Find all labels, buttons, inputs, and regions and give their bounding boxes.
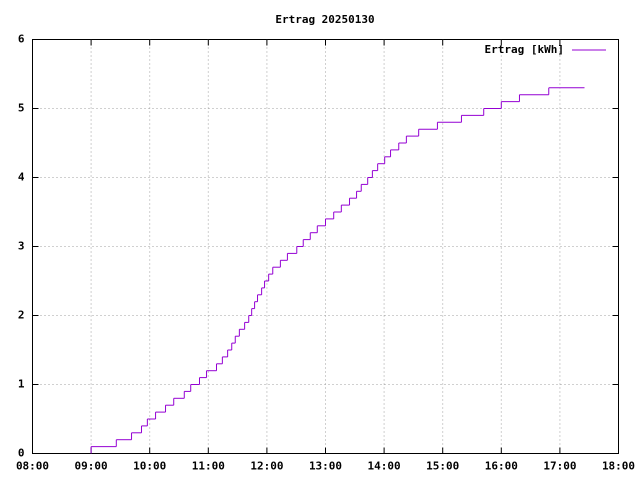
x-tick-label: 09:00 <box>75 460 108 473</box>
y-tick-label: 4 <box>18 171 25 184</box>
legend-label: Ertrag [kWh] <box>485 43 564 56</box>
y-tick-label: 3 <box>18 240 25 253</box>
y-tick-label: 2 <box>18 309 25 322</box>
x-tick-label: 17:00 <box>543 460 576 473</box>
x-tick-label: 12:00 <box>250 460 283 473</box>
y-tick-label: 0 <box>18 447 25 460</box>
chart-title: Ertrag 20250130 <box>275 13 374 26</box>
x-tick-label: 10:00 <box>133 460 166 473</box>
y-tick-label: 1 <box>18 378 25 391</box>
y-tick-label: 5 <box>18 102 25 115</box>
x-tick-label: 13:00 <box>309 460 342 473</box>
y-tick-label: 6 <box>18 33 25 46</box>
x-tick-label: 14:00 <box>368 460 401 473</box>
x-tick-label: 16:00 <box>485 460 518 473</box>
x-tick-label: 18:00 <box>602 460 635 473</box>
x-tick-label: 11:00 <box>192 460 225 473</box>
x-tick-label: 15:00 <box>426 460 459 473</box>
x-tick-label: 08:00 <box>16 460 49 473</box>
